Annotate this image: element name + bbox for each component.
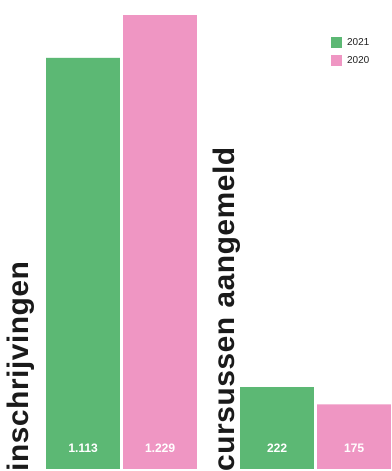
bar-2020-inschrijvingen [123,15,197,469]
category-label-cursussen-aangemeld: cursussen aangemeld [208,146,241,471]
data-label-2021-inschrijvingen: 1.113 [68,441,98,455]
bar-2021-cursussen-aangemeld [240,386,314,469]
legend-swatch-2021 [331,36,342,48]
legend-label-2021: 2021 [347,36,370,48]
data-label-2020-cursussen-aangemeld: 175 [344,441,364,455]
chart-legend: 2021 2020 [331,33,369,69]
legend-label-2020: 2020 [347,54,370,66]
category-label-inschrijvingen: inschrijvingen [2,260,35,471]
data-label-2020-inschrijvingen: 1.229 [145,441,175,455]
legend-item-2021: 2021 [331,33,369,51]
bar-2021-inschrijvingen [46,57,120,469]
data-label-2021-cursussen-aangemeld: 222 [267,441,287,455]
legend-item-2020: 2020 [331,51,369,69]
legend-swatch-2020 [331,54,342,66]
bar-2020-cursussen-aangemeld [317,404,391,469]
